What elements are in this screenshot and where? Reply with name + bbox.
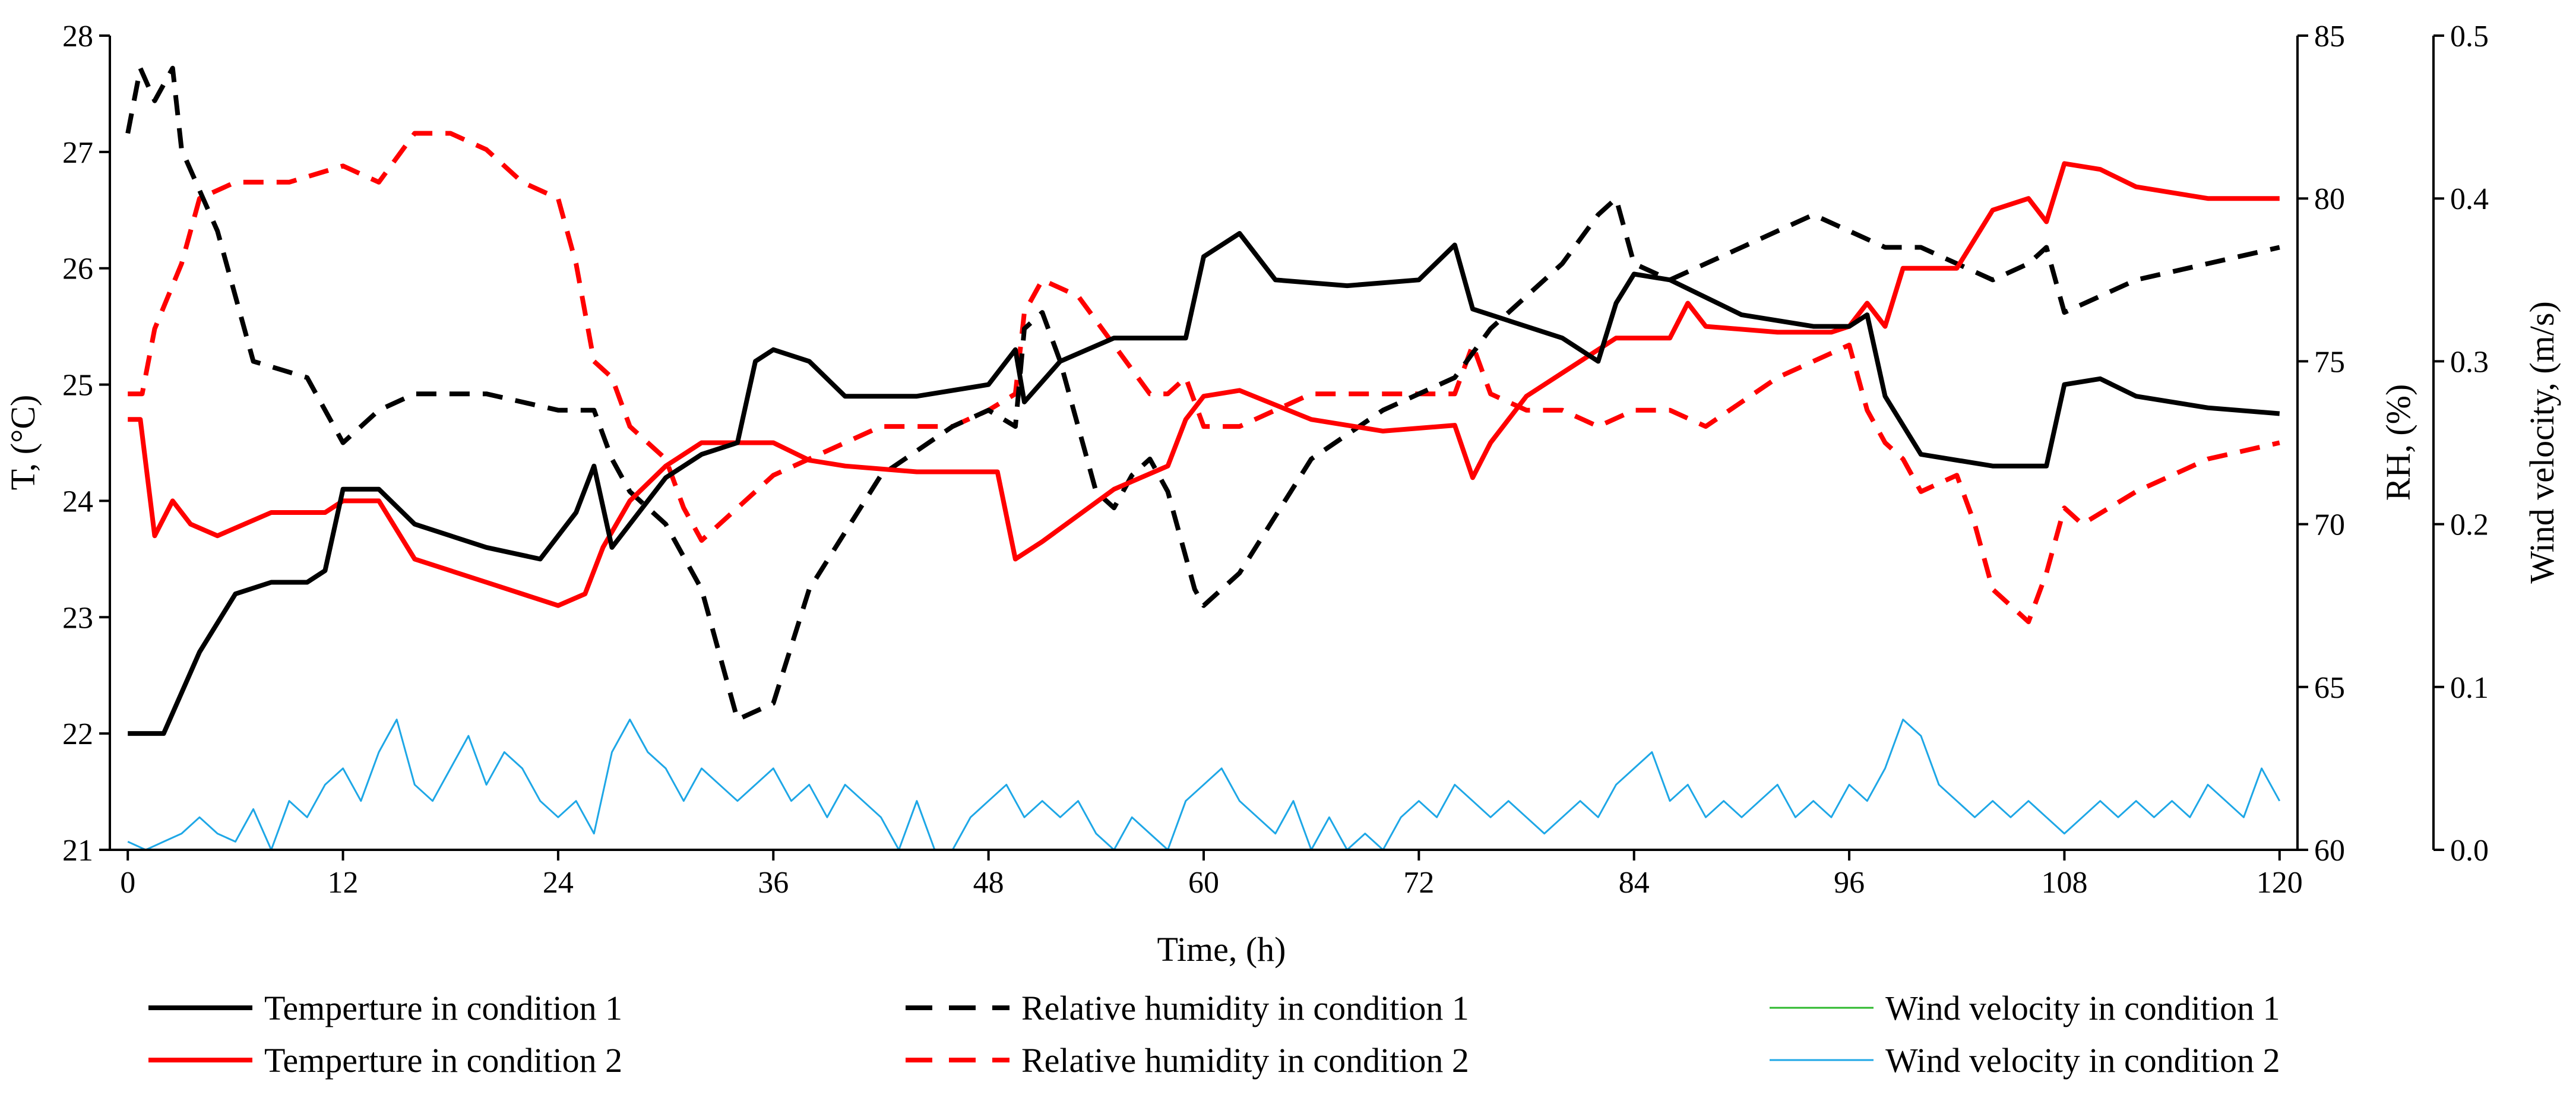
y-rh-tick-label: 70: [2314, 508, 2345, 542]
axes-layer: [109, 36, 2435, 851]
x-tick-label: 96: [1834, 866, 1865, 900]
x-tick-label: 48: [973, 866, 1004, 900]
x-tick-label: 12: [328, 866, 359, 900]
y-axis-rh-label: RH, (%): [2379, 384, 2417, 501]
x-tick-label: 108: [2041, 866, 2087, 900]
series-line-4: [128, 131, 2280, 625]
y-wind-tick-label: 0.5: [2450, 20, 2489, 53]
y-wind-tick-label: 0.1: [2450, 671, 2489, 705]
y-rh-tick-label: 80: [2314, 182, 2345, 216]
legend-label: Temperture in condition 1: [264, 989, 622, 1027]
series-line-1: [128, 231, 2280, 736]
y-left-tick-label: 28: [62, 20, 93, 53]
series-line-3: [125, 65, 2280, 722]
x-tick-label: 0: [120, 866, 135, 900]
legend-label: Temperture in condition 2: [264, 1041, 622, 1080]
y-wind-tick-label: 0.0: [2450, 834, 2489, 868]
legend-label: Wind velocity in condition 2: [1885, 1041, 2280, 1080]
legend-label: Relative humidity in condition 1: [1021, 989, 1469, 1027]
series-layer: [125, 65, 2281, 851]
x-tick-label: 36: [758, 866, 789, 900]
y-left-tick-label: 24: [62, 485, 93, 518]
y-rh-tick-label: 85: [2314, 20, 2345, 53]
y-rh-tick-label: 60: [2314, 834, 2345, 868]
ticks-layer: 0 12 24 36 48 60 72 84 96 108 120 21 22 23 24 25 26 27 28 6…: [62, 20, 2489, 900]
x-axis-label: Time, (h): [1157, 930, 1286, 969]
series-line-2: [128, 161, 2280, 608]
y-rh-tick-label: 65: [2314, 671, 2345, 705]
legend: Temperture in condition 1 Relative humidi…: [148, 989, 2280, 1080]
x-tick-label: 24: [543, 866, 574, 900]
y-left-tick-label: 26: [62, 252, 93, 286]
y-axis-left-label: T, (°C): [4, 395, 42, 491]
y-left-tick-label: 22: [62, 717, 93, 751]
legend-label: Relative humidity in condition 2: [1021, 1041, 1469, 1080]
x-tick-label: 120: [2257, 866, 2303, 900]
y-left-tick-label: 21: [62, 834, 93, 868]
y-rh-tick-label: 75: [2314, 345, 2345, 379]
y-wind-tick-label: 0.4: [2450, 182, 2489, 216]
y-left-tick-label: 25: [62, 369, 93, 403]
y-wind-tick-label: 0.3: [2450, 345, 2489, 379]
x-tick-label: 60: [1188, 866, 1219, 900]
y-left-tick-label: 23: [62, 601, 93, 635]
series-line-6: [127, 719, 2281, 851]
y-left-tick-label: 27: [62, 136, 93, 170]
y-axis-wind-label: Wind velocity, (m/s): [2523, 301, 2561, 584]
legend-label: Wind velocity in condition 1: [1885, 989, 2280, 1027]
x-tick-label: 72: [1403, 866, 1434, 900]
y-wind-tick-label: 0.2: [2450, 508, 2489, 542]
x-tick-label: 84: [1619, 866, 1650, 900]
